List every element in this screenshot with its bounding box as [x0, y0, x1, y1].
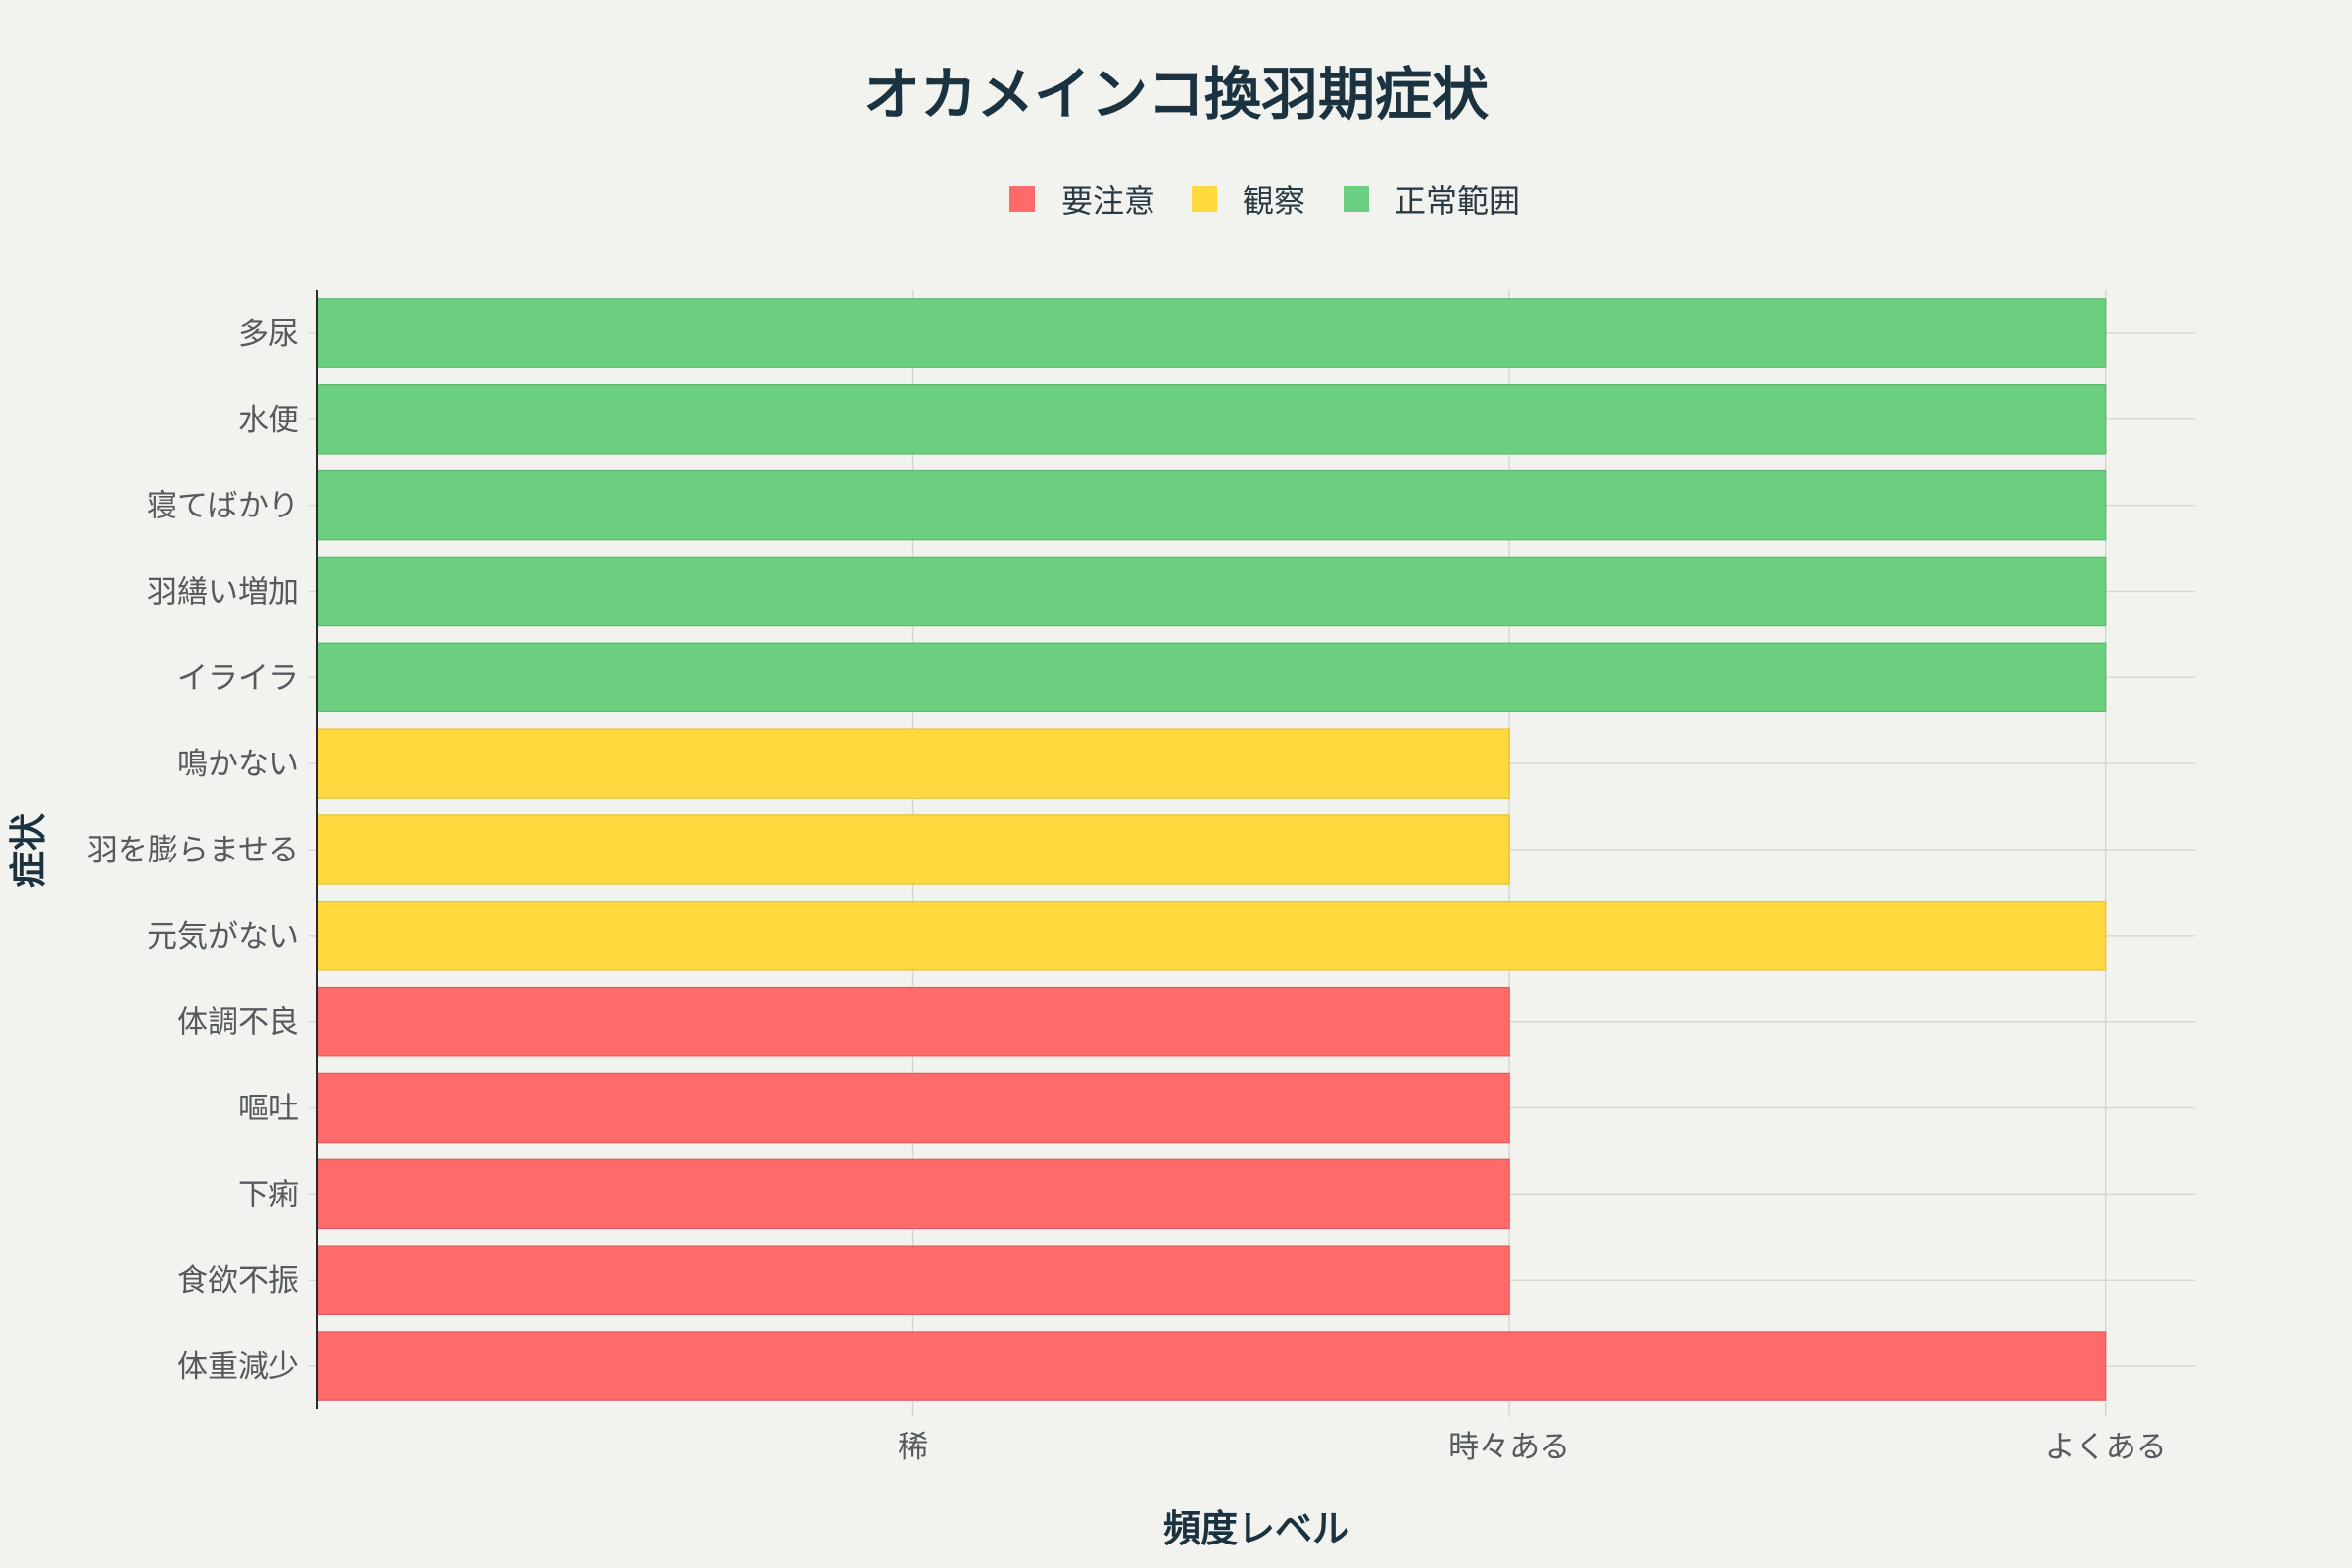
y-tick-label: 水便: [238, 403, 299, 438]
y-tick-label: 嘔吐: [238, 1092, 299, 1127]
y-tick-label: 食欲不振: [177, 1263, 299, 1298]
legend-swatch-observe: [1192, 186, 1217, 212]
legend-label-observe: 観察: [1243, 182, 1305, 220]
y-tick-label: 寝てばかり: [147, 489, 299, 524]
legend-item-normal[interactable]: 正常範囲: [1344, 182, 1520, 220]
bar[interactable]: [316, 556, 2107, 627]
y-tick-label: 元気がない: [147, 919, 299, 955]
x-axis-title: 頻度レベル: [1163, 1507, 1349, 1550]
legend-item-observe[interactable]: 観察: [1192, 182, 1305, 220]
bar[interactable]: [316, 1072, 1510, 1144]
y-tick-label: 鳴かない: [177, 747, 299, 782]
legend-label-critical: 要注意: [1061, 182, 1155, 220]
bar[interactable]: [316, 1158, 1510, 1230]
y-tick-label: 羽を膨らませる: [87, 833, 299, 868]
y-axis-title: 症状: [7, 812, 50, 888]
x-tick-label: 時々ある: [1448, 1430, 1570, 1465]
legend-label-normal: 正常範囲: [1395, 182, 1520, 220]
bar[interactable]: [316, 298, 2107, 368]
bar[interactable]: [316, 901, 2107, 971]
legend-swatch-normal: [1344, 186, 1369, 212]
legend: 要注意 観察 正常範囲: [1009, 182, 1520, 220]
y-tick-label: 多尿: [238, 317, 299, 352]
y-tick-label: 体調不良: [177, 1005, 299, 1041]
bar[interactable]: [316, 469, 2107, 541]
bar[interactable]: [316, 814, 1510, 885]
chart-title: オカメインコ換羽期症状: [863, 61, 1490, 127]
x-tick-label: よくある: [2045, 1430, 2167, 1465]
bar[interactable]: [316, 986, 1510, 1057]
y-tick-label: 羽繕い増加: [147, 574, 299, 610]
bars: [316, 298, 2107, 1401]
bar[interactable]: [316, 384, 2107, 455]
y-tick-label: 下痢: [238, 1177, 299, 1212]
x-tick-label: 稀: [898, 1430, 928, 1465]
bar[interactable]: [316, 642, 2107, 713]
legend-swatch-critical: [1009, 186, 1035, 212]
bar[interactable]: [316, 1331, 2107, 1401]
axes: 多尿水便寝てばかり羽繕い増加イライラ鳴かない羽を膨らませる元気がない体調不良嘔吐…: [87, 290, 2167, 1465]
y-tick-label: 体重減少: [177, 1349, 299, 1385]
y-tick-label: イライラ: [177, 661, 299, 696]
bar[interactable]: [316, 1245, 1510, 1315]
bar[interactable]: [316, 728, 1510, 799]
legend-item-critical[interactable]: 要注意: [1009, 182, 1155, 220]
